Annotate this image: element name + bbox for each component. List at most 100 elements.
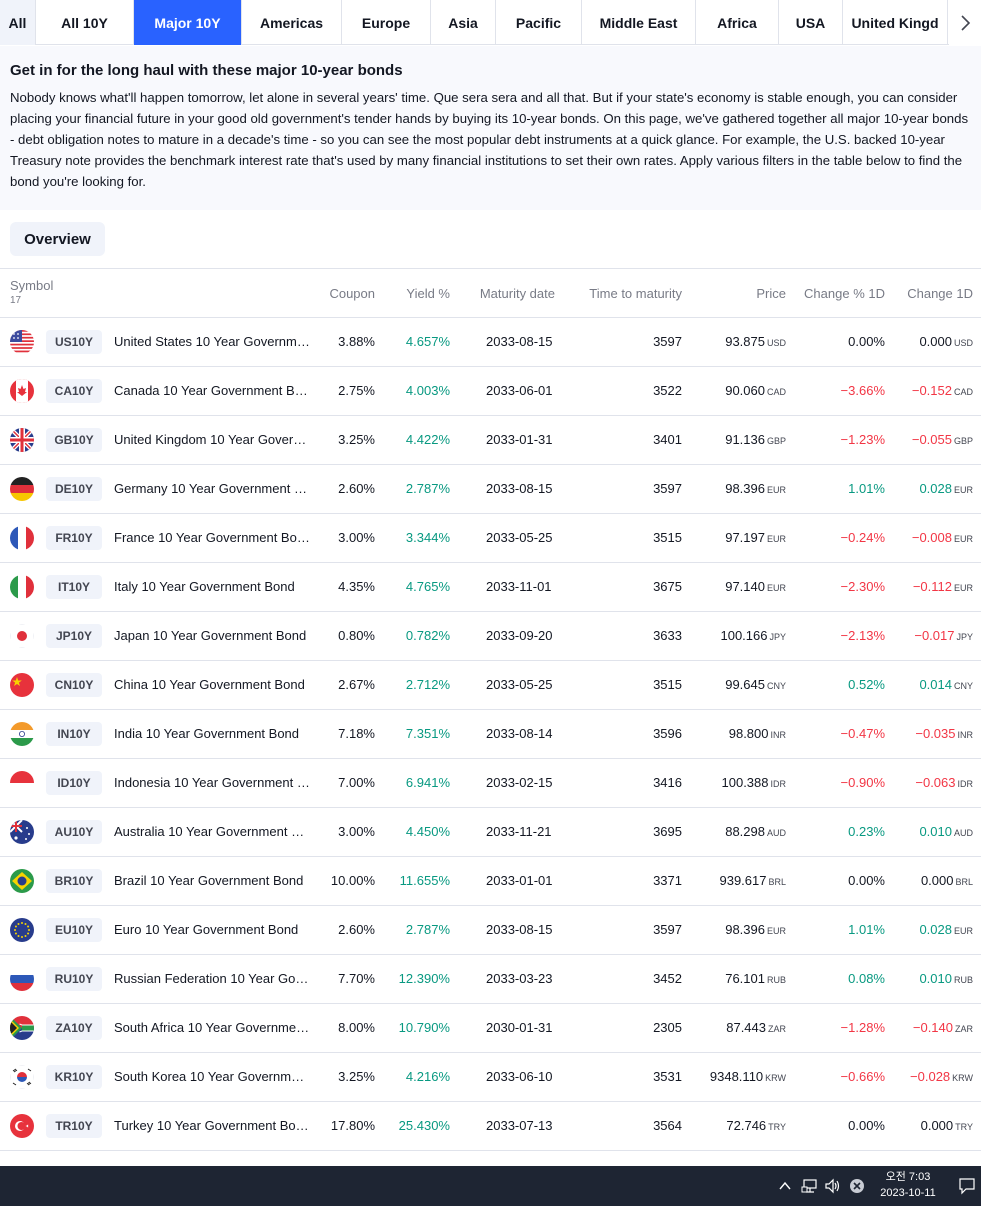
tab-africa[interactable]: Africa [696, 0, 779, 45]
ticker-badge[interactable]: IT10Y [46, 575, 102, 599]
table-row[interactable]: CA10Y Canada 10 Year Government Bond 2.75%… [0, 367, 981, 416]
maturity-value: 2033-01-31 [486, 432, 553, 447]
coupon-header[interactable]: Coupon [329, 286, 375, 301]
ticker-badge[interactable]: ZA10Y [46, 1016, 102, 1040]
clock[interactable]: 오전 7:03 2023-10-11 [870, 1169, 946, 1201]
table-row[interactable]: EU10Y Euro 10 Year Government Bond 2.60% 2.… [0, 906, 981, 955]
tab-middle-east[interactable]: Middle East [582, 0, 696, 45]
tab-major-10y[interactable]: Major 10Y [134, 0, 242, 45]
table-row[interactable]: CN10Y China 10 Year Government Bond 2.67% 2… [0, 661, 981, 710]
price-value: 97.140 [725, 579, 765, 594]
bond-name[interactable]: Russian Federation 10 Year Government Bo… [114, 971, 310, 986]
bond-name[interactable]: India 10 Year Government Bond [114, 726, 300, 741]
table-row[interactable]: BR10Y Brazil 10 Year Government Bond 10.00… [0, 857, 981, 906]
table-row[interactable]: GB10Y United Kingdom 10 Year Government B… [0, 416, 981, 465]
bond-name[interactable]: France 10 Year Government Bond [114, 530, 310, 545]
ticker-badge[interactable]: JP10Y [46, 624, 102, 648]
table-row[interactable]: FR10Y France 10 Year Government Bond 3.00%… [0, 514, 981, 563]
ticker-badge[interactable]: ID10Y [46, 771, 102, 795]
coupon-value: 3.00% [338, 824, 375, 839]
table-row[interactable]: TR10Y Turkey 10 Year Government Bond 17.80… [0, 1102, 981, 1151]
table-row[interactable]: IT10Y Italy 10 Year Government Bond 4.35% 4… [0, 563, 981, 612]
ticker-badge[interactable]: DE10Y [46, 477, 102, 501]
notification-icon[interactable] [958, 1177, 976, 1195]
price-cell: 72.746 TRY [726, 1118, 786, 1133]
volume-icon[interactable] [824, 1178, 842, 1194]
tab-pacific[interactable]: Pacific [496, 0, 582, 45]
scroll-right-button[interactable] [949, 0, 981, 45]
change-pct-value: 0.00% [848, 1118, 885, 1133]
table-row[interactable]: ZA10Y South Africa 10 Year Government Bon… [0, 1004, 981, 1053]
network-icon[interactable] [801, 1178, 819, 1194]
ticker-badge[interactable]: TR10Y [46, 1114, 102, 1138]
table-row[interactable]: RU10Y Russian Federation 10 Year Governme… [0, 955, 981, 1004]
bond-name[interactable]: Indonesia 10 Year Government Bond [114, 775, 310, 790]
change-cell: −0.028 KRW [910, 1069, 973, 1084]
ticker-badge[interactable]: AU10Y [46, 820, 102, 844]
table-row[interactable]: AU10Y Australia 10 Year Government Bond 3.… [0, 808, 981, 857]
ticker-badge[interactable]: IN10Y [46, 722, 102, 746]
ticker-badge[interactable]: KR10Y [46, 1065, 102, 1089]
ttm-value: 3597 [653, 334, 682, 349]
table-row[interactable]: US10Y United States 10 Year Government Bo… [0, 318, 981, 367]
change-value: 0.028 [919, 922, 952, 937]
price-cell: 97.140 EUR [725, 579, 786, 594]
chevron-up-icon[interactable] [778, 1180, 792, 1192]
table-row[interactable]: DE10Y Germany 10 Year Government Bond 2.60… [0, 465, 981, 514]
ticker-badge[interactable]: GB10Y [46, 428, 102, 452]
bond-name[interactable]: United States 10 Year Government Bond [114, 334, 310, 349]
price-header[interactable]: Price [756, 286, 786, 301]
bond-name[interactable]: Turkey 10 Year Government Bond [114, 1118, 310, 1133]
bond-name[interactable]: China 10 Year Government Bond [114, 677, 305, 692]
ticker-badge[interactable]: US10Y [46, 330, 102, 354]
table-row[interactable]: IN10Y India 10 Year Government Bond 7.18% 7… [0, 710, 981, 759]
overview-button[interactable]: Overview [10, 222, 105, 256]
yield-header[interactable]: Yield % [406, 286, 450, 301]
bond-name[interactable]: Euro 10 Year Government Bond [114, 922, 299, 937]
bond-name[interactable]: Canada 10 Year Government Bond [114, 383, 310, 398]
bond-name[interactable]: Italy 10 Year Government Bond [114, 579, 295, 594]
ttm-value: 3564 [653, 1118, 682, 1133]
symbol-header[interactable]: Symbol 17 [10, 278, 53, 306]
table-row[interactable]: ID10Y Indonesia 10 Year Government Bond 7.… [0, 759, 981, 808]
bond-name[interactable]: South Korea 10 Year Government Bond [114, 1069, 310, 1084]
change-cell: −0.152 CAD [912, 383, 973, 398]
bond-name[interactable]: Japan 10 Year Government Bond [114, 628, 307, 643]
tab-all-10y[interactable]: All 10Y [36, 0, 134, 45]
bond-name[interactable]: United Kingdom 10 Year Government Bond [114, 432, 310, 447]
maturity-value: 2033-08-14 [486, 726, 553, 741]
tab-americas[interactable]: Americas [242, 0, 342, 45]
tab-usa[interactable]: USA [779, 0, 843, 45]
ticker-badge[interactable]: BR10Y [46, 869, 102, 893]
bond-name[interactable]: South Africa 10 Year Government Bond [114, 1020, 310, 1035]
flag-eu-icon [10, 918, 34, 942]
change-pct-header[interactable]: Change % 1D [804, 286, 885, 301]
change-header[interactable]: Change 1D [907, 286, 973, 301]
ticker-badge[interactable]: EU10Y [46, 918, 102, 942]
bond-name[interactable]: Germany 10 Year Government Bond [114, 481, 310, 496]
bond-name[interactable]: Brazil 10 Year Government Bond [114, 873, 304, 888]
ticker-badge[interactable]: FR10Y [46, 526, 102, 550]
ticker-badge[interactable]: CA10Y [46, 379, 102, 403]
price-cell: 9348.110 KRW [710, 1069, 786, 1084]
mute-status-icon[interactable] [849, 1178, 865, 1194]
table-row[interactable]: JP10Y Japan 10 Year Government Bond 0.80% 0… [0, 612, 981, 661]
price-currency: INR [770, 730, 787, 740]
ttm-header[interactable]: Time to maturity [589, 286, 682, 301]
bond-name[interactable]: Australia 10 Year Government Bond [114, 824, 310, 839]
yield-value: 10.790% [398, 1020, 450, 1035]
coupon-value: 7.70% [338, 971, 375, 986]
maturity-value: 2033-06-10 [486, 1069, 553, 1084]
tab-all[interactable]: All [0, 0, 36, 45]
tab-asia[interactable]: Asia [431, 0, 496, 45]
yield-value: 6.941% [405, 775, 450, 790]
maturity-header[interactable]: Maturity date [479, 286, 555, 301]
ticker-badge[interactable]: CN10Y [46, 673, 102, 697]
table-row[interactable]: KR10Y South Korea 10 Year Government Bond… [0, 1053, 981, 1102]
price-value: 98.800 [728, 726, 769, 741]
tab-europe[interactable]: Europe [342, 0, 431, 45]
ticker-badge[interactable]: RU10Y [46, 967, 102, 991]
tab-united-kingd[interactable]: United Kingd [843, 0, 948, 45]
coupon-value: 2.75% [338, 383, 375, 398]
coupon-value: 3.25% [338, 432, 375, 447]
